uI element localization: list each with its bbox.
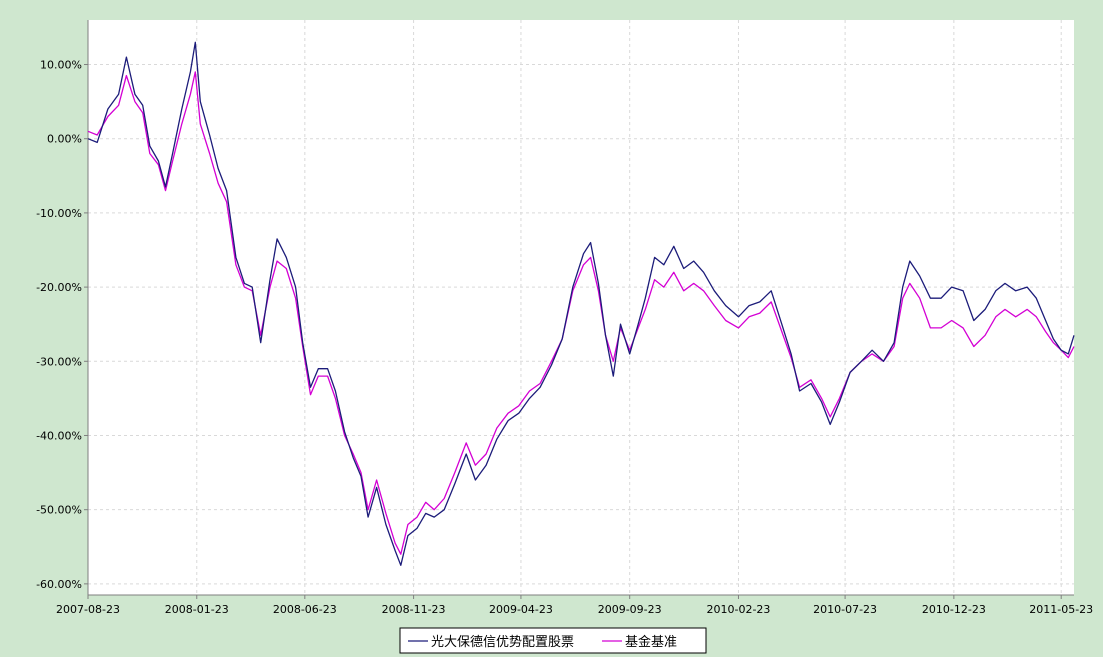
x-tick-label: 2011-05-23 bbox=[1029, 603, 1093, 616]
series-line-benchmark bbox=[87, 71, 1075, 555]
legend-label-fund: 光大保德信优势配置股票 bbox=[431, 634, 574, 650]
x-tick-label: 2010-07-23 bbox=[813, 603, 877, 616]
y-tick-label: 0.00% bbox=[47, 133, 82, 146]
axes bbox=[87, 20, 1074, 596]
y-tick-label: 10.00% bbox=[40, 59, 82, 72]
legend: 光大保德信优势配置股票 基金基准 bbox=[399, 627, 707, 654]
x-tick-label: 2008-06-23 bbox=[273, 603, 337, 616]
series-line-fund bbox=[87, 41, 1075, 566]
y-tick-label: -20.00% bbox=[36, 281, 82, 294]
tick-labels: 10.00% 0.00% -10.00% -20.00% -30.00% -40.00% -… bbox=[36, 59, 1093, 616]
legend-box bbox=[399, 627, 707, 654]
legend-label-benchmark: 基金基准 bbox=[625, 634, 677, 650]
y-tick-label: -10.00% bbox=[36, 207, 82, 220]
y-tick-label: -60.00% bbox=[36, 578, 82, 591]
x-tick-label: 2008-01-23 bbox=[165, 603, 229, 616]
y-tick-label: -50.00% bbox=[36, 504, 82, 517]
x-tick-label: 2007-08-23 bbox=[56, 603, 120, 616]
x-tick-label: 2010-12-23 bbox=[922, 603, 986, 616]
x-tick-label: 2009-04-23 bbox=[489, 603, 553, 616]
y-tick-label: -40.00% bbox=[36, 429, 82, 442]
x-tick-label: 2009-09-23 bbox=[598, 603, 662, 616]
plot-area bbox=[88, 20, 1074, 595]
x-tick-label: 2010-02-23 bbox=[706, 603, 770, 616]
x-tick-label: 2008-11-23 bbox=[382, 603, 446, 616]
series-lines bbox=[87, 41, 1075, 566]
y-tick-label: -30.00% bbox=[36, 355, 82, 368]
